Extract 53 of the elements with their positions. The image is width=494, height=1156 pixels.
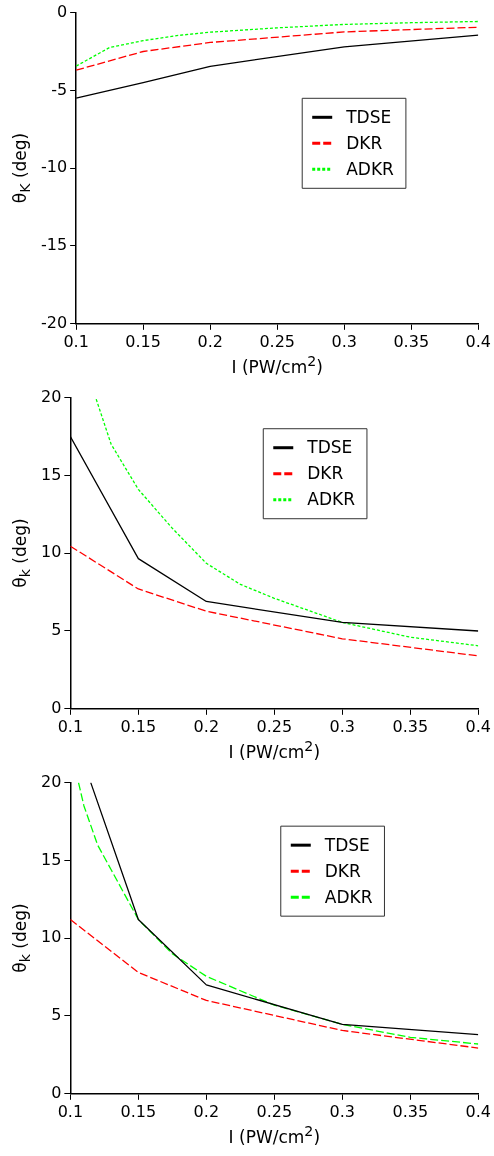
- legend-label: ADKR: [346, 158, 395, 179]
- x-tick-label: 0.15: [120, 716, 157, 736]
- y-tick-label: 5: [51, 620, 62, 640]
- line-series: [76, 20, 479, 67]
- line-series: [76, 26, 479, 71]
- x-tick-label: 0.1: [57, 716, 84, 736]
- legend-label: ADKR: [307, 489, 356, 510]
- x-tick-label: 0.25: [259, 331, 296, 351]
- y-tick-label: 0: [51, 697, 62, 717]
- y-tick-label: 20: [41, 386, 62, 406]
- x-tick-label: 0.15: [125, 331, 161, 351]
- x-tick-label: 0.2: [193, 716, 220, 736]
- y-tick-label: -20: [40, 312, 68, 332]
- line-series: [95, 398, 479, 647]
- legend-label: TDSE: [306, 437, 353, 458]
- x-tick-label: 0.35: [393, 331, 430, 351]
- x-axis-title: I (PW/cm$^{2}$): [228, 1122, 321, 1147]
- line-series: [70, 545, 479, 657]
- x-tick-label: 0.4: [465, 1101, 491, 1121]
- y-tick-label: 10: [41, 542, 62, 562]
- x-tick-label: 0.2: [193, 1101, 220, 1121]
- x-tick-label: 0.25: [256, 716, 293, 736]
- x-tick-label: 0.1: [63, 331, 89, 351]
- legend-label: ADKR: [324, 886, 373, 907]
- x-axis-title: I (PW/cm$^{2}$): [231, 352, 323, 377]
- x-tick-label: 0.3: [329, 1101, 356, 1121]
- y-tick-label: 5: [51, 1005, 62, 1025]
- x-tick-label: 0.15: [120, 1101, 157, 1121]
- legend-label: TDSE: [323, 834, 370, 855]
- x-axis-title: I (PW/cm$^{2}$): [228, 737, 321, 762]
- legend-label: DKR: [324, 860, 362, 881]
- legend-label: DKR: [307, 463, 344, 484]
- y-tick-label: 0: [56, 1, 68, 21]
- x-tick-label: 0.4: [465, 716, 491, 736]
- line-series: [70, 918, 479, 1049]
- x-tick-label: 0.3: [331, 331, 357, 351]
- y-tick-label: 10: [41, 927, 62, 947]
- y-tick-label: 15: [41, 464, 62, 484]
- y-tick-label: -5: [51, 79, 68, 99]
- y-tick-label: 15: [41, 849, 62, 869]
- x-tick-label: 0.1: [57, 1101, 84, 1121]
- x-tick-label: 0.4: [465, 331, 491, 351]
- legend-label: TDSE: [345, 106, 392, 127]
- x-tick-label: 0.2: [197, 331, 223, 351]
- y-tick-label: -15: [40, 235, 68, 255]
- legend-label: DKR: [346, 132, 383, 153]
- x-tick-label: 0.35: [392, 716, 429, 736]
- y-tick-label: 0: [51, 1082, 62, 1102]
- x-tick-label: 0.25: [256, 1101, 293, 1121]
- y-tick-label: 20: [41, 771, 62, 791]
- y-tick-label: -10: [40, 157, 68, 177]
- x-tick-label: 0.35: [392, 1101, 429, 1121]
- x-tick-label: 0.3: [329, 716, 356, 736]
